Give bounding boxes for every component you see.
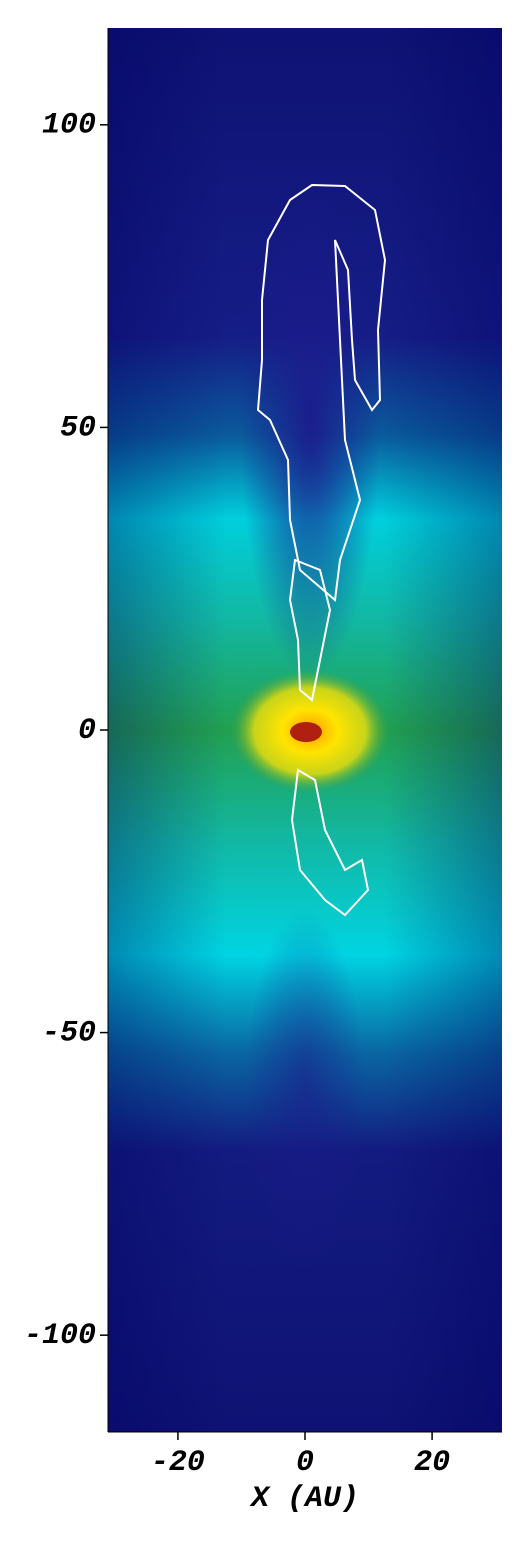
x-tick-label: -20 bbox=[151, 1446, 205, 1480]
x-tick-label: 20 bbox=[414, 1446, 450, 1480]
x-tick-label: 0 bbox=[296, 1446, 314, 1480]
y-tick-label: 100 bbox=[42, 109, 96, 143]
y-tick-label: -100 bbox=[24, 1319, 96, 1353]
y-tick-label: 50 bbox=[60, 411, 96, 445]
image-field bbox=[108, 28, 502, 1432]
x-axis-label: X (AU) bbox=[249, 1482, 359, 1516]
y-tick-label: -50 bbox=[42, 1017, 96, 1051]
y-tick-label: 0 bbox=[78, 714, 96, 748]
